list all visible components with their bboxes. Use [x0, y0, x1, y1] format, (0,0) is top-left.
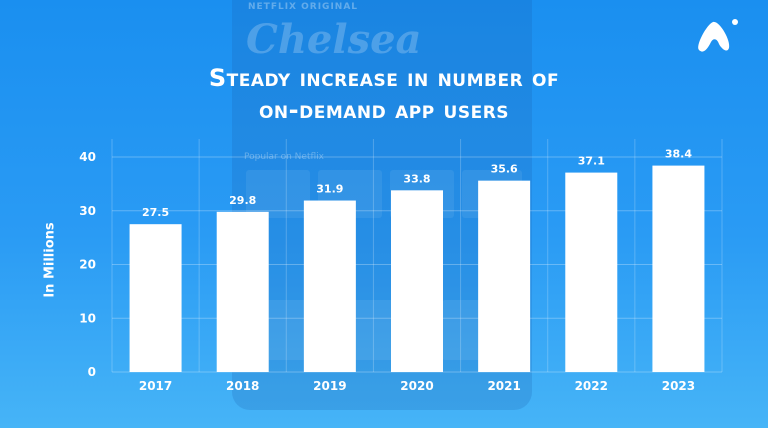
y-tick-label: 30	[79, 204, 96, 218]
data-label: 31.9	[316, 183, 343, 196]
data-label: 27.5	[142, 206, 169, 219]
x-tick-label: 2023	[662, 379, 695, 393]
bar	[129, 224, 182, 372]
bar	[478, 180, 531, 372]
y-tick-label: 40	[79, 150, 96, 164]
background-brand-text: NETFLIX ORIGINAL	[248, 2, 359, 12]
data-label: 38.4	[665, 148, 692, 161]
x-tick-label: 2018	[226, 379, 259, 393]
bar	[391, 190, 443, 372]
chart-title: Steady increase in number of on-demand a…	[0, 62, 768, 126]
background-tile	[246, 170, 310, 218]
bar	[216, 211, 269, 372]
data-label: 29.8	[229, 194, 256, 207]
data-label: 33.8	[403, 172, 430, 185]
y-tick-label: 10	[79, 311, 96, 325]
chart-title-line-2: on-demand app users	[258, 96, 510, 124]
x-tick-label: 2017	[139, 379, 172, 393]
background-row-label: Popular on Netflix	[244, 152, 324, 162]
y-tick-label: 20	[79, 258, 96, 272]
bar	[303, 200, 356, 372]
background-show-text: Chelsea	[246, 16, 422, 63]
x-tick-label: 2019	[313, 379, 346, 393]
bar	[565, 172, 618, 372]
bar	[652, 165, 705, 372]
x-tick-label: 2021	[487, 379, 520, 393]
chart-title-line-1: Steady increase in number of	[208, 64, 560, 92]
data-label: 37.1	[578, 155, 605, 168]
data-label: 35.6	[491, 163, 518, 176]
x-tick-label: 2020	[400, 379, 433, 393]
y-tick-label: 0	[88, 365, 96, 379]
x-tick-label: 2022	[575, 379, 608, 393]
brand-logo-icon	[698, 19, 738, 52]
